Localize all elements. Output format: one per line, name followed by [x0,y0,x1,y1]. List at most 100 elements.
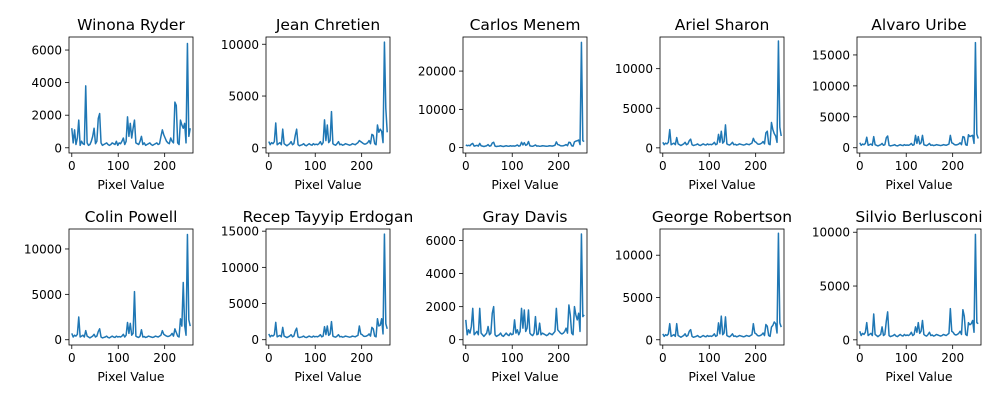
axes-frame [462,36,588,154]
x-axis-label: Pixel Value [491,369,559,384]
y-tick-label: 10000 [812,226,850,240]
y-tick-label: 0 [448,333,456,347]
x-tick-label: 100 [107,159,130,173]
axes-frame [659,36,785,154]
y-tick-label: 2000 [31,109,62,123]
axes-frame [265,228,391,346]
x-axis-label: Pixel Value [97,369,165,384]
y-tick-label: 10000 [221,38,259,52]
y-tick-label: 0 [251,141,259,155]
x-tick-label: 0 [265,351,273,365]
series-line [465,41,585,148]
x-tick-label: 200 [744,159,767,173]
subplot-title: Winona Ryder [77,16,185,34]
x-axis-label: Pixel Value [885,369,953,384]
x-tick-label: 0 [462,159,470,173]
series-line [268,41,388,147]
x-axis-label: Pixel Value [294,369,362,384]
subplot-title: Jean Chretien [275,16,380,34]
axes-frame [68,36,194,154]
y-tick-label: 15000 [812,48,850,62]
x-tick-label: 0 [462,351,470,365]
x-tick-label: 100 [895,159,918,173]
y-tick-label: 4000 [425,267,456,281]
y-tick-label: 0 [448,141,456,155]
subplot-title: Ariel Sharon [675,16,770,34]
x-tick-label: 200 [350,159,373,173]
x-tick-label: 100 [501,351,524,365]
series-line [859,41,979,147]
y-tick-label: 5000 [819,110,850,124]
series-line [71,233,191,339]
y-tick-label: 6000 [425,234,456,248]
y-tick-label: 0 [842,333,850,347]
subplot-title: Carlos Menem [470,16,581,34]
series-line [662,232,782,338]
subplot-title: Colin Powell [85,208,178,226]
y-tick-label: 15000 [221,225,259,239]
subplot: George Robertson Pixel Value 0 100 200 0 5000 1… [615,208,792,384]
x-tick-label: 200 [153,351,176,365]
y-tick-label: 5000 [622,291,653,305]
series-line [662,40,782,147]
x-tick-label: 200 [547,351,570,365]
x-tick-label: 0 [68,159,76,173]
x-axis-label: Pixel Value [688,369,756,384]
y-tick-label: 10000 [24,242,62,256]
x-tick-label: 100 [107,351,130,365]
axes-frame [856,228,982,346]
subplot-title: Silvio Berlusconi [855,208,982,226]
subplot: Alvaro Uribe Pixel Value 0 100 200 0 5000 10000… [812,16,982,192]
x-tick-label: 100 [501,159,524,173]
axes-frame [265,36,391,154]
y-tick-label: 0 [251,333,259,347]
x-tick-label: 200 [153,159,176,173]
x-tick-label: 0 [659,159,667,173]
axes-frame [68,228,194,346]
x-tick-label: 0 [856,159,864,173]
x-tick-label: 100 [304,159,327,173]
y-tick-label: 10000 [418,103,456,117]
x-tick-label: 100 [698,351,721,365]
y-tick-label: 10000 [615,249,653,263]
y-tick-label: 5000 [622,102,653,116]
y-tick-label: 0 [645,333,653,347]
subplot-title: George Robertson [652,208,792,226]
x-axis-label: Pixel Value [294,177,362,192]
subplot: Recep Tayyip Erdogan Pixel Value 0 100 200 0 5… [221,208,414,384]
y-tick-label: 5000 [228,297,259,311]
x-tick-label: 100 [698,159,721,173]
series-line [268,233,388,339]
x-tick-label: 200 [941,159,964,173]
y-tick-label: 5000 [31,288,62,302]
axes-frame [856,36,982,154]
y-tick-label: 6000 [31,44,62,58]
y-tick-label: 5000 [819,280,850,294]
subplot: Colin Powell Pixel Value 0 100 200 0 5000 10000 [24,208,194,384]
x-axis-label: Pixel Value [97,177,165,192]
y-tick-label: 20000 [418,65,456,79]
x-tick-label: 0 [856,351,864,365]
y-tick-label: 5000 [228,90,259,104]
y-tick-label: 10000 [812,79,850,93]
y-tick-label: 10000 [221,261,259,275]
y-tick-label: 0 [54,333,62,347]
y-tick-label: 10000 [615,62,653,76]
x-axis-label: Pixel Value [688,177,756,192]
subplot-title: Recep Tayyip Erdogan [243,208,414,226]
y-tick-label: 2000 [425,300,456,314]
y-tick-label: 0 [842,141,850,155]
x-tick-label: 200 [547,159,570,173]
y-tick-label: 4000 [31,76,62,90]
subplot: Ariel Sharon Pixel Value 0 100 200 0 5000 10000 [615,16,785,192]
y-tick-label: 0 [645,141,653,155]
subplot: Jean Chretien Pixel Value 0 100 200 0 5000 1000… [221,16,391,192]
x-tick-label: 100 [304,351,327,365]
x-tick-label: 0 [68,351,76,365]
series-line [859,233,979,338]
y-tick-label: 0 [54,141,62,155]
x-tick-label: 200 [350,351,373,365]
x-tick-label: 200 [941,351,964,365]
axes-frame [659,228,785,346]
